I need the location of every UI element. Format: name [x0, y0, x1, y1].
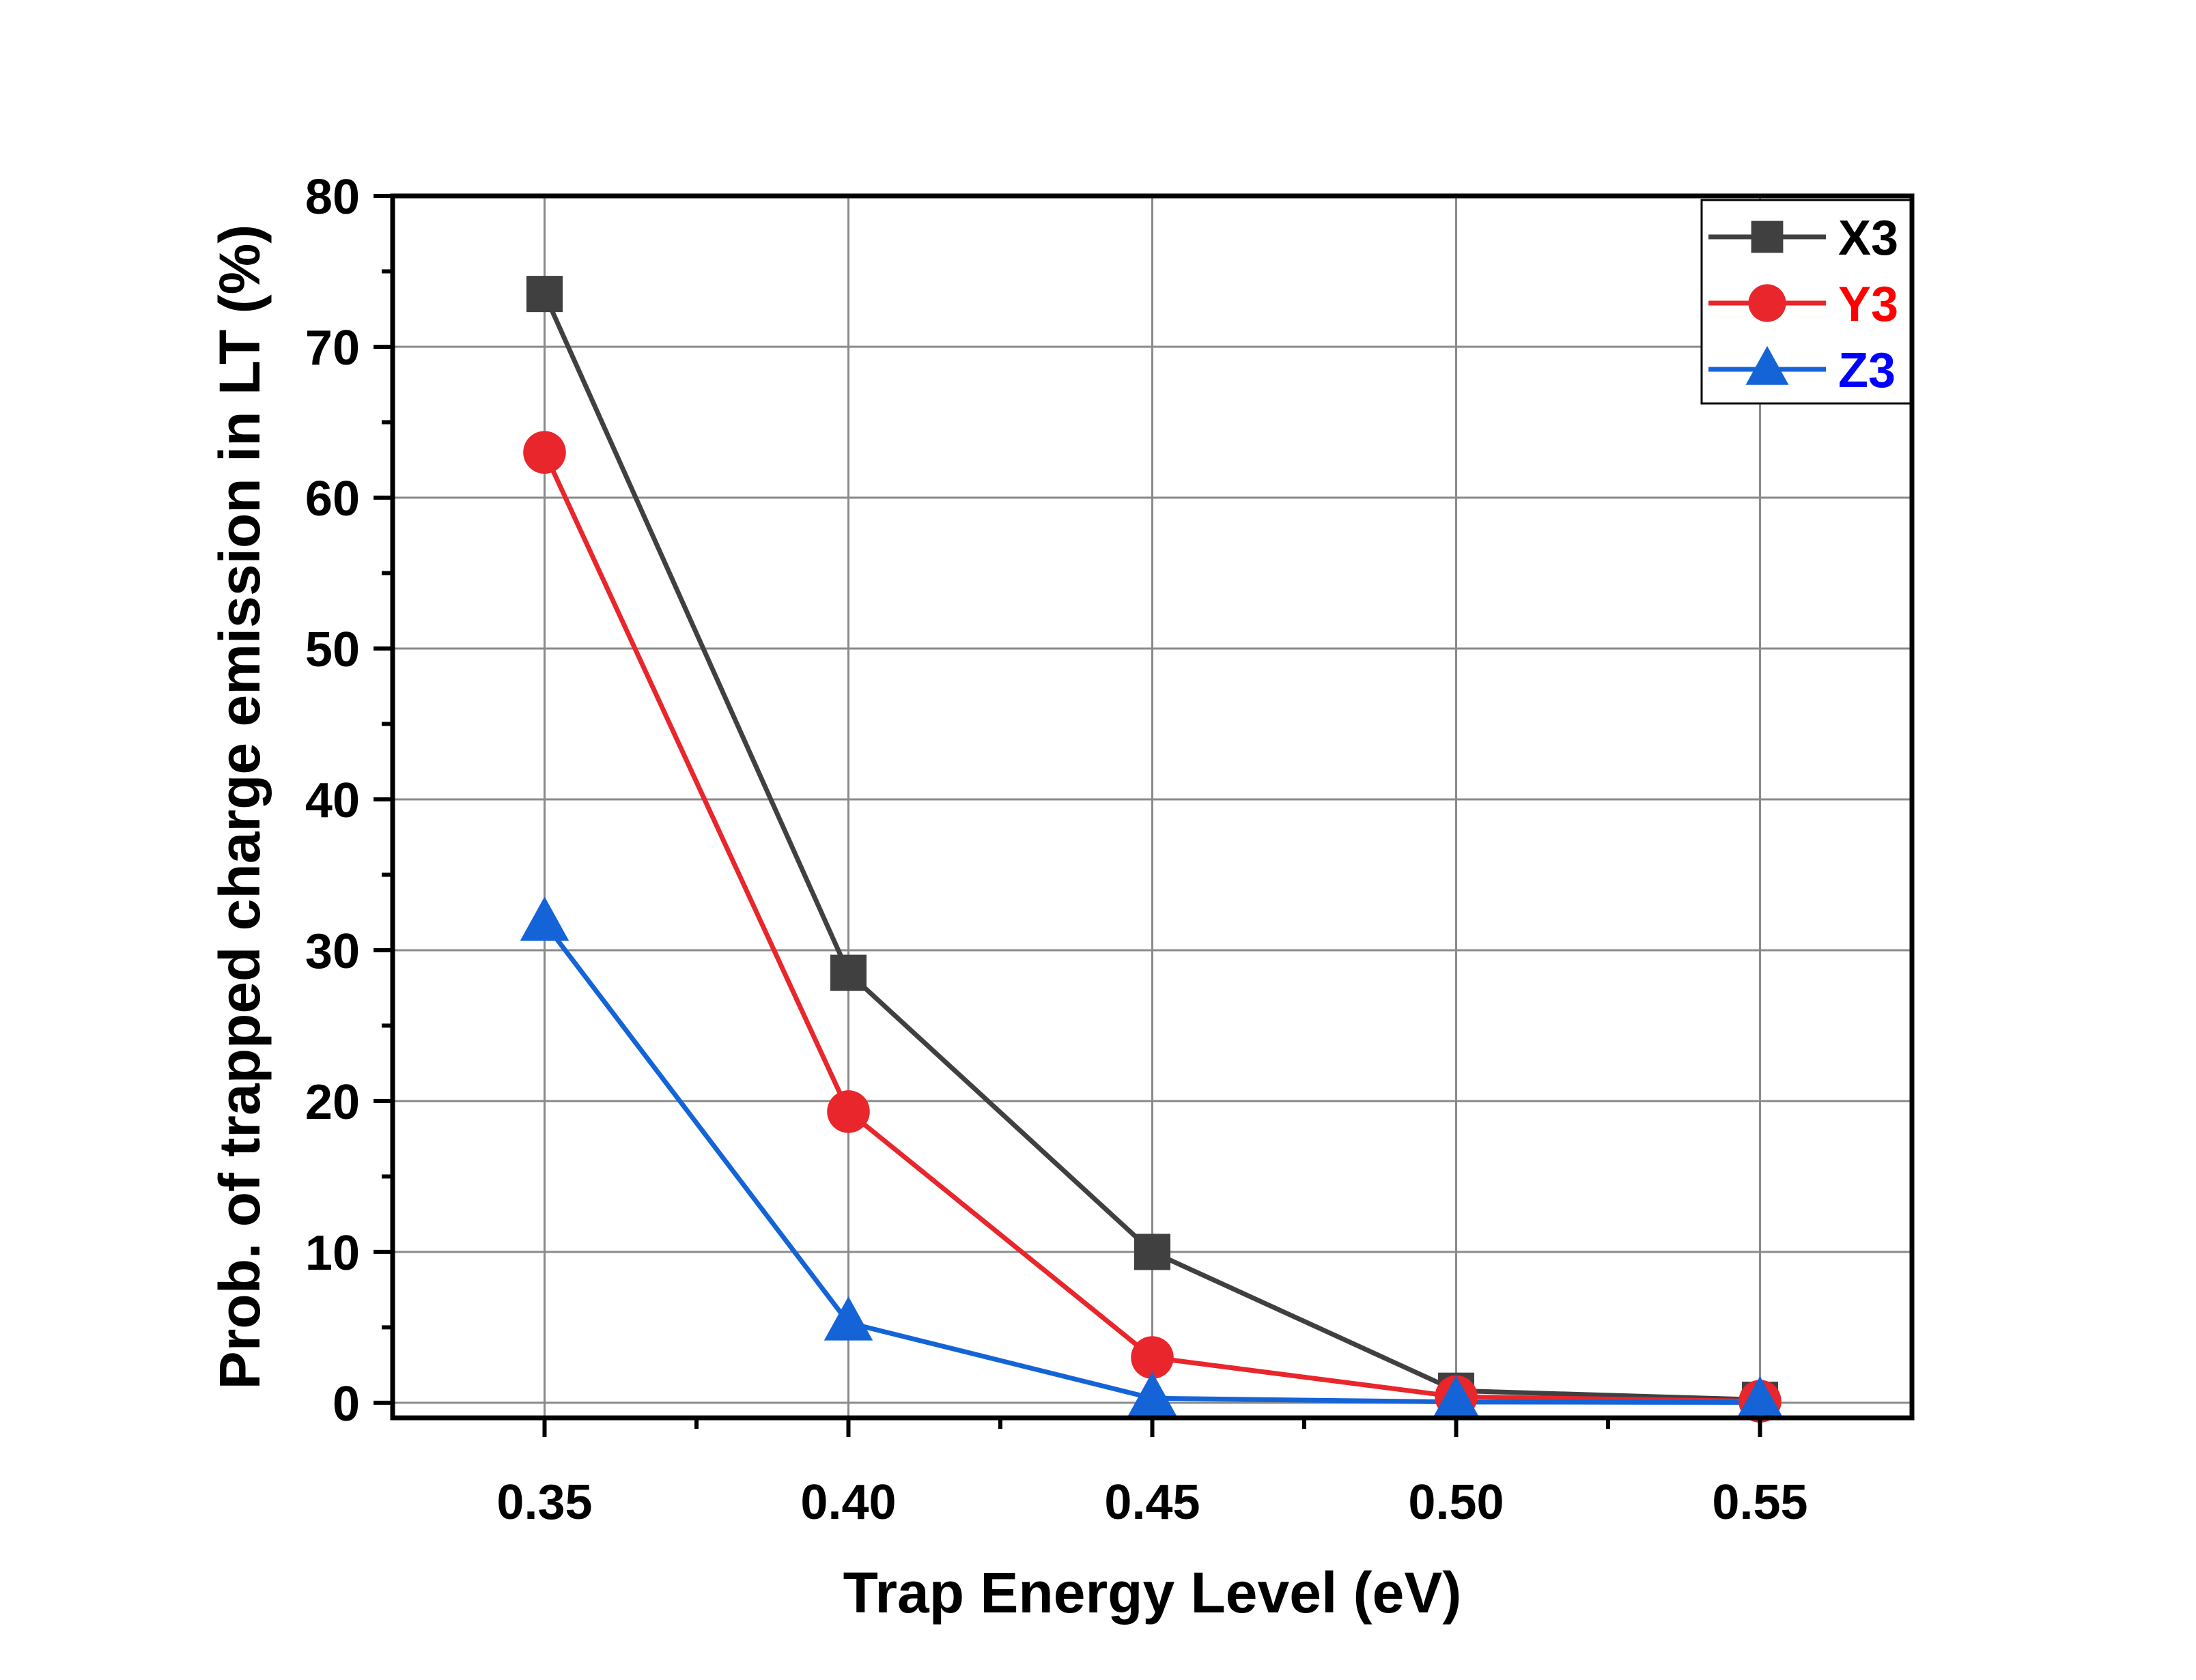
data-point-Z3 — [520, 896, 569, 941]
legend-label-Y3: Y3 — [1838, 277, 1898, 332]
data-point-Z3 — [1735, 1376, 1785, 1421]
legend-marker-Z3 — [1745, 345, 1789, 385]
ticks — [374, 194, 1762, 1437]
data-point-Z3 — [824, 1296, 873, 1341]
legend-marker-Y3 — [1748, 284, 1786, 322]
legend-label-X3: X3 — [1838, 211, 1898, 266]
data-point-X3 — [526, 276, 563, 313]
x-tick-label: 0.35 — [496, 1475, 592, 1530]
x-tick-label: 0.50 — [1408, 1475, 1504, 1530]
series-markers — [520, 276, 1785, 1423]
legend-marker-X3 — [1751, 220, 1784, 253]
y-tick-label: 60 — [305, 472, 360, 526]
legend-label-Z3: Z3 — [1838, 343, 1896, 398]
data-point-Z3 — [1431, 1376, 1481, 1420]
data-point-Y3 — [1131, 1336, 1174, 1379]
y-tick-label: 70 — [305, 321, 360, 375]
y-tick-label: 30 — [305, 924, 360, 979]
y-tick-label: 10 — [305, 1226, 360, 1281]
y-axis-title: Prob. of trapped charge emission in LT (… — [208, 225, 272, 1390]
tick-labels: 0.35 0.40 0.45 0.50 0.55 0 10 20 30 40 50 60 70 80 — [305, 170, 1808, 1530]
y-tick-label: 0 — [333, 1377, 360, 1432]
data-point-X3 — [1134, 1234, 1171, 1270]
x-tick-label: 0.55 — [1712, 1475, 1807, 1530]
x-tick-label: 0.45 — [1104, 1475, 1200, 1530]
y-tick-label: 40 — [305, 773, 360, 828]
y-tick-label: 80 — [305, 170, 360, 225]
data-point-X3 — [830, 954, 867, 991]
y-tick-label: 20 — [305, 1075, 360, 1130]
y-tick-label: 50 — [305, 623, 360, 677]
data-point-Z3 — [1127, 1371, 1177, 1416]
x-axis-title: Trap Energy Level (eV) — [843, 1561, 1462, 1625]
data-point-Y3 — [523, 431, 566, 474]
x-tick-label: 0.40 — [800, 1475, 896, 1530]
data-point-Y3 — [827, 1090, 870, 1133]
legend: X3 Y3 Z3 — [1700, 199, 1912, 405]
